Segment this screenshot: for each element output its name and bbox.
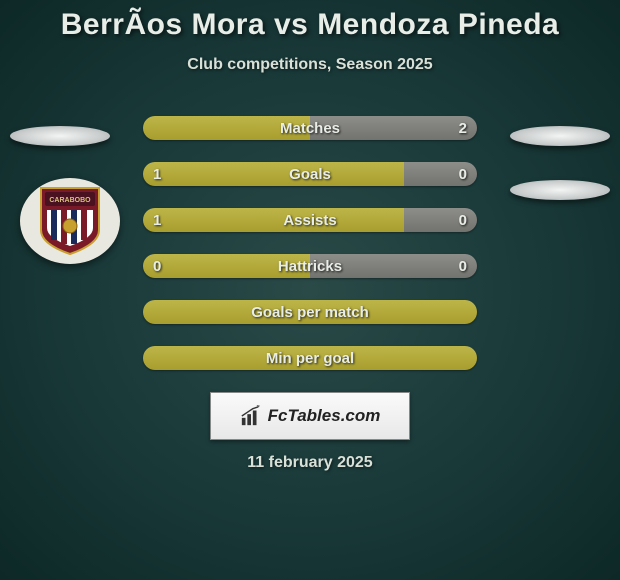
stat-label: Goals per match (143, 300, 477, 324)
stat-value-right: 2 (459, 116, 467, 140)
stat-row-goals-per-match: Goals per match (143, 300, 477, 324)
stat-label: Goals (143, 162, 477, 186)
player-badge-left (10, 126, 110, 146)
comparison-title: BerrÃ­os Mora vs Mendoza Pineda (61, 8, 559, 42)
svg-text:CARABOBO: CARABOBO (49, 197, 91, 204)
team-logo: CARABOBO (20, 178, 120, 264)
date-label: 11 february 2025 (247, 454, 372, 472)
stat-row-goals: 1 Goals 0 (143, 162, 477, 186)
branding-label: FcTables.com (268, 406, 381, 426)
stat-row-matches: Matches 2 (143, 116, 477, 140)
stats-container: Matches 2 1 Goals 0 1 Assists 0 0 Hattri… (143, 116, 477, 370)
comparison-subtitle: Club competitions, Season 2025 (187, 56, 432, 74)
branding-badge[interactable]: FcTables.com (210, 392, 410, 440)
stat-value-right: 0 (459, 162, 467, 186)
player-badge-right-2 (510, 180, 610, 200)
stat-value-right: 0 (459, 208, 467, 232)
player-badge-right-1 (510, 126, 610, 146)
stat-label: Hattricks (143, 254, 477, 278)
chart-icon (240, 405, 262, 427)
stat-label: Min per goal (143, 346, 477, 370)
stat-label: Assists (143, 208, 477, 232)
stat-value-right: 0 (459, 254, 467, 278)
stat-row-min-per-goal: Min per goal (143, 346, 477, 370)
shield-icon: CARABOBO (39, 186, 101, 256)
stat-row-hattricks: 0 Hattricks 0 (143, 254, 477, 278)
stat-row-assists: 1 Assists 0 (143, 208, 477, 232)
stat-label: Matches (143, 116, 477, 140)
